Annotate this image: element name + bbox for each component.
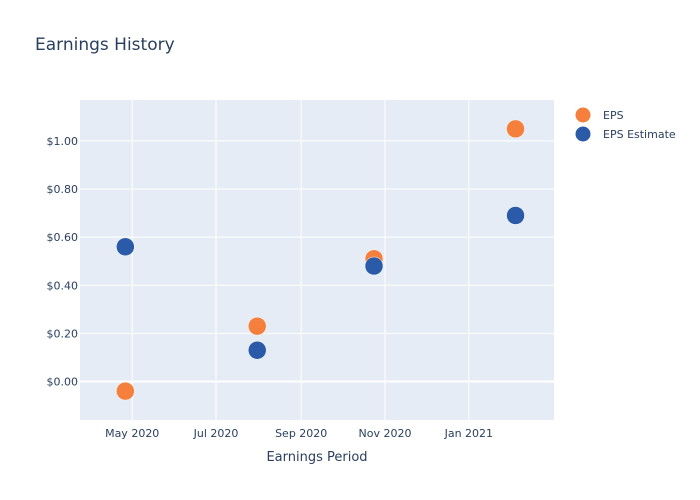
legend[interactable]: EPS EPS Estimate [575, 107, 676, 142]
legend-swatch-eps[interactable] [575, 107, 591, 123]
legend-swatch-eps-estimate[interactable] [575, 126, 591, 142]
x-tick-label: Nov 2020 [359, 427, 412, 440]
legend-label: EPS [603, 109, 624, 122]
y-tick-label: $0.20 [47, 327, 79, 340]
eps-marker[interactable] [506, 119, 525, 139]
eps-estimate-marker[interactable] [116, 237, 135, 257]
data-markers [116, 119, 525, 401]
x-tick-label: May 2020 [105, 427, 159, 440]
x-axis-title: Earnings Period [266, 450, 367, 465]
x-tick-label: Jul 2020 [193, 427, 239, 440]
x-tick-label: Jan 2021 [444, 427, 493, 440]
plot-area [80, 100, 554, 420]
eps-estimate-marker[interactable] [364, 256, 384, 276]
eps-estimate-marker[interactable] [247, 340, 267, 360]
eps-estimate-marker[interactable] [506, 206, 525, 225]
y-tick-label: $0.80 [47, 183, 79, 196]
eps-marker[interactable] [247, 316, 267, 336]
y-tick-label: $0.00 [47, 376, 79, 389]
eps-marker[interactable] [116, 381, 135, 401]
y-tick-label: $1.00 [47, 135, 79, 148]
y-axis: $0.00 $0.20 $0.40 $0.60 $0.80 $1.00 [47, 135, 79, 389]
x-tick-label: Sep 2020 [275, 427, 327, 440]
y-tick-label: $0.40 [47, 279, 79, 292]
legend-label: EPS Estimate [603, 128, 676, 141]
grid-lines [80, 100, 554, 420]
y-tick-label: $0.60 [47, 231, 79, 244]
x-axis: May 2020 Jul 2020 Sep 2020 Nov 2020 Jan 2021 [105, 427, 493, 440]
chart-title: Earnings History [35, 35, 175, 55]
